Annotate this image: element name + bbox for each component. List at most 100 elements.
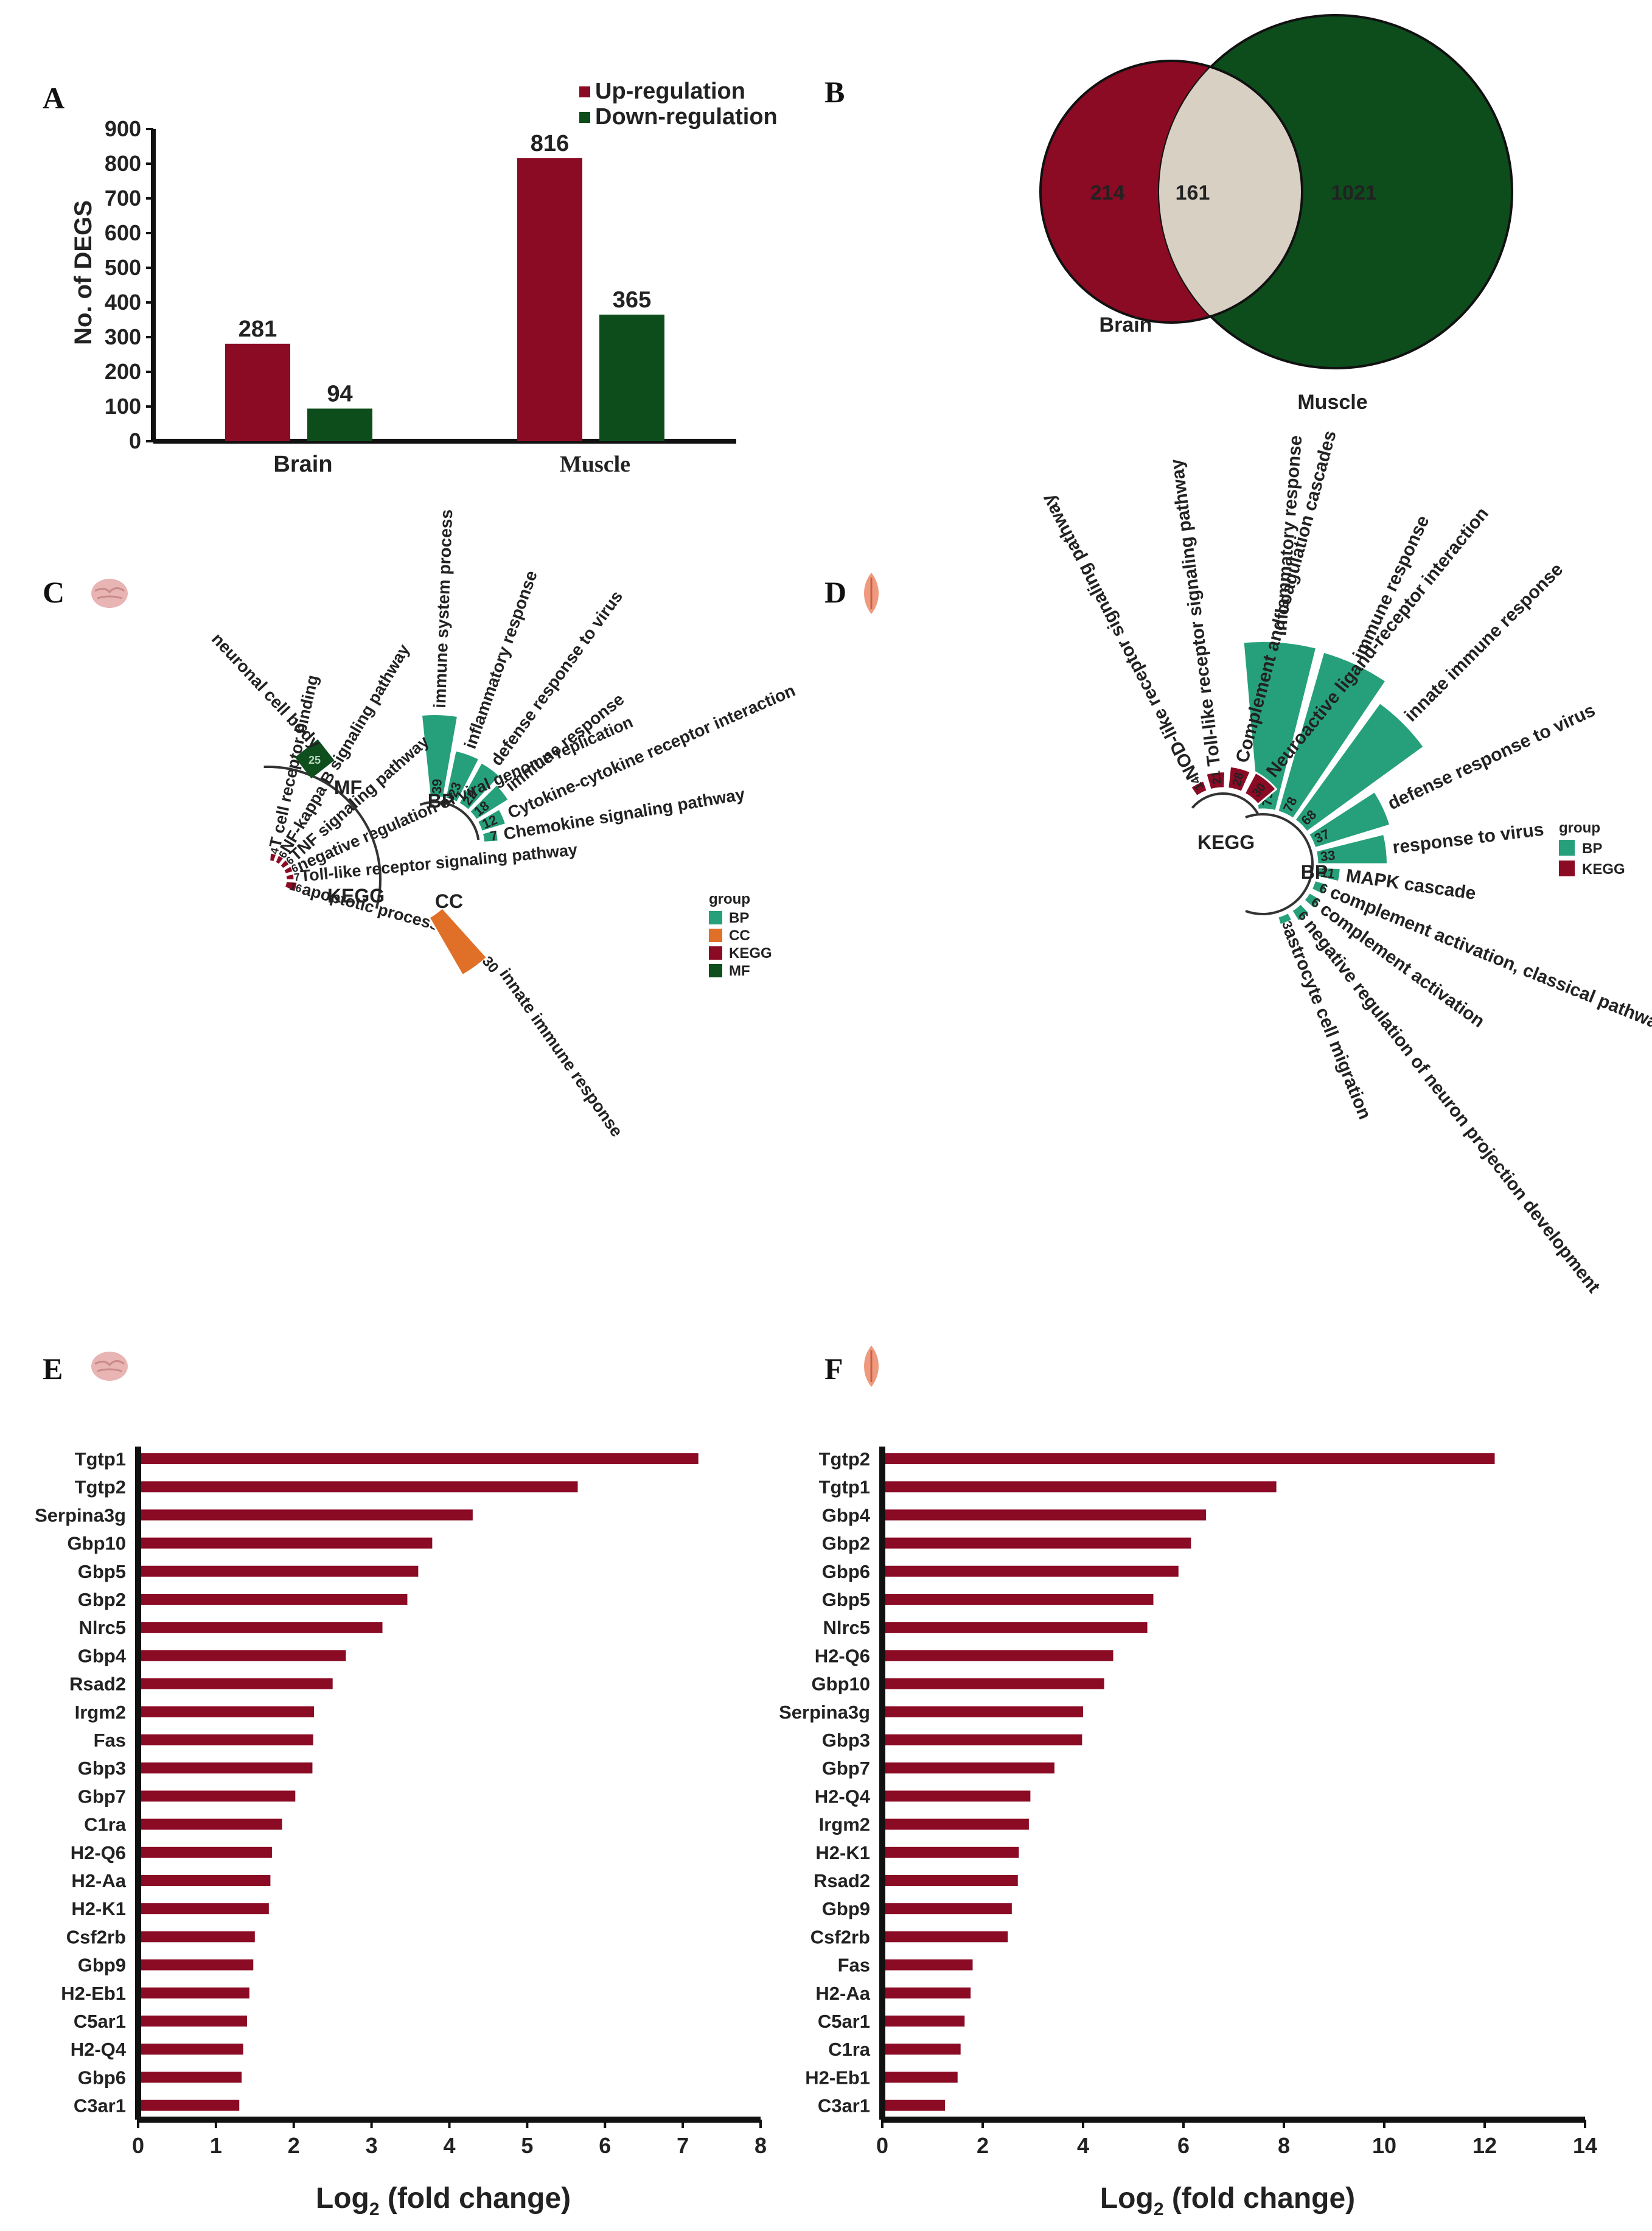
x-tick-label: 5	[521, 2133, 533, 2158]
bar	[141, 1594, 408, 1605]
group-arc-kegg	[1191, 792, 1259, 815]
muscle-icon	[864, 1346, 879, 1387]
bar	[885, 2016, 965, 2027]
bar-down-regulation	[307, 408, 372, 441]
bar	[885, 1987, 971, 1999]
bar-value-label: 816	[531, 131, 569, 156]
y-category-label: C3ar1	[74, 2095, 126, 2117]
bar	[885, 1790, 1031, 1802]
radial-bar	[468, 783, 511, 822]
bar	[885, 1818, 1029, 1830]
y-axis-title: No. of DEGS	[70, 200, 97, 345]
radial-bar	[1314, 833, 1389, 865]
y-category-label: Gbp4	[78, 1645, 127, 1666]
bar	[141, 1453, 699, 1464]
legend-title: group	[1559, 820, 1600, 836]
y-category-label: Csf2rb	[810, 1926, 870, 1947]
x-axis-title: Log2 (fold change)	[1100, 2182, 1355, 2219]
legend-label-bp: BP	[729, 910, 749, 926]
bar	[885, 1734, 1082, 1745]
x-tick-label: 12	[1473, 2133, 1497, 2158]
y-category-label: Rsad2	[814, 1870, 870, 1891]
y-tick-label: 500	[105, 255, 141, 280]
radial-bar	[1227, 765, 1252, 794]
brain-icon	[91, 1352, 128, 1381]
x-tick-label: 7	[677, 2133, 689, 2158]
y-category-label: H2-K1	[815, 1842, 870, 1863]
panel-e-bar-chart: Tgtp1 Tgtp2 Serpina3g Gbp10 Gbp5 Gbp2 Nlrc5 Gbp…	[35, 1447, 767, 2219]
term-label: innate immune response	[496, 965, 627, 1140]
venn-value-both: 161	[1176, 181, 1210, 204]
radial-bar	[476, 807, 507, 833]
y-category-label: Gbp2	[78, 1589, 126, 1610]
group-arc-kegg	[263, 766, 382, 909]
radial-bar	[481, 828, 500, 844]
x-tick-label: 10	[1372, 2133, 1396, 2158]
bar	[141, 1903, 269, 1915]
venn-overlap	[1159, 61, 1302, 323]
legend-swatch-bp	[709, 911, 722, 924]
term-label: response to virus	[1392, 819, 1545, 857]
group-label-bp: BP	[1301, 861, 1328, 883]
panel-b-venn: 214 161 1021 Brain Muscle	[1039, 14, 1513, 414]
radial-bar	[283, 879, 299, 893]
panel-d-legend: group BP KEGG	[1559, 820, 1625, 878]
legend: Up-regulation Down-regulation	[579, 79, 778, 130]
radial-bar	[295, 739, 335, 779]
bar	[141, 1959, 254, 1971]
panel-letter-d: D	[824, 575, 846, 609]
x-category-label: Brain	[273, 452, 332, 477]
radial-bar	[1276, 911, 1294, 926]
legend-swatch-cc	[709, 929, 722, 942]
bar	[885, 1846, 1019, 1858]
radial-bar	[457, 761, 502, 812]
y-category-label: Rsad2	[69, 1674, 126, 1695]
bar-value-label: 4	[268, 847, 282, 855]
panel-letter-e: E	[43, 1352, 63, 1386]
bar	[885, 1903, 1012, 1915]
panel-letter-a: A	[43, 81, 64, 115]
y-category-label: H2-Eb1	[61, 1983, 126, 2004]
bar	[141, 2072, 242, 2083]
radial-bar	[420, 713, 459, 799]
bar	[141, 1509, 473, 1521]
bar	[885, 1565, 1179, 1577]
y-tick-label: 900	[105, 116, 141, 141]
x-tick-label: 0	[132, 2133, 144, 2158]
y-category-label: H2-Q6	[815, 1645, 870, 1666]
bar	[885, 1481, 1277, 1493]
bar-value-label: 11	[1320, 865, 1336, 882]
venn-brain-outline	[1039, 60, 1303, 324]
y-category-label: C1ra	[828, 2039, 871, 2060]
bar	[141, 1790, 296, 1802]
legend-label-cc: CC	[729, 927, 750, 944]
y-tick-label: 0	[129, 428, 141, 453]
y-tick-label: 800	[105, 151, 141, 176]
y-category-label: H2-Q6	[71, 1842, 126, 1863]
bar	[141, 1762, 313, 1774]
group-label-mf: MF	[334, 777, 362, 798]
panel-letter-f: F	[824, 1352, 843, 1386]
group-arc-bp	[1245, 813, 1314, 915]
group-label-kegg: KEGG	[1197, 831, 1255, 853]
bar-value-label: 21	[1209, 770, 1224, 785]
panel-c-legend: group BP CC KEGG MF	[709, 891, 772, 979]
x-tick-label: 1	[210, 2133, 222, 2158]
bar-value-label: 7	[293, 871, 301, 884]
legend-label-mf: MF	[729, 963, 750, 979]
y-tick-label: 200	[105, 359, 141, 384]
bar-value-label: 7	[489, 828, 498, 844]
y-category-label: Gbp3	[822, 1730, 870, 1751]
legend-swatch-kegg	[709, 946, 722, 960]
brain-icon	[91, 579, 128, 608]
y-category-label: Gbp10	[812, 1674, 870, 1695]
radial-bar	[444, 749, 481, 804]
venn-label-muscle: Muscle	[1297, 391, 1367, 414]
bar	[885, 1537, 1191, 1549]
bar	[885, 1594, 1154, 1605]
x-tick-label: 8	[1278, 2133, 1290, 2158]
bar	[141, 2044, 243, 2055]
radial-bar	[1276, 651, 1388, 820]
group-label-bp: BP	[428, 790, 455, 812]
legend-swatch-up	[579, 86, 590, 97]
